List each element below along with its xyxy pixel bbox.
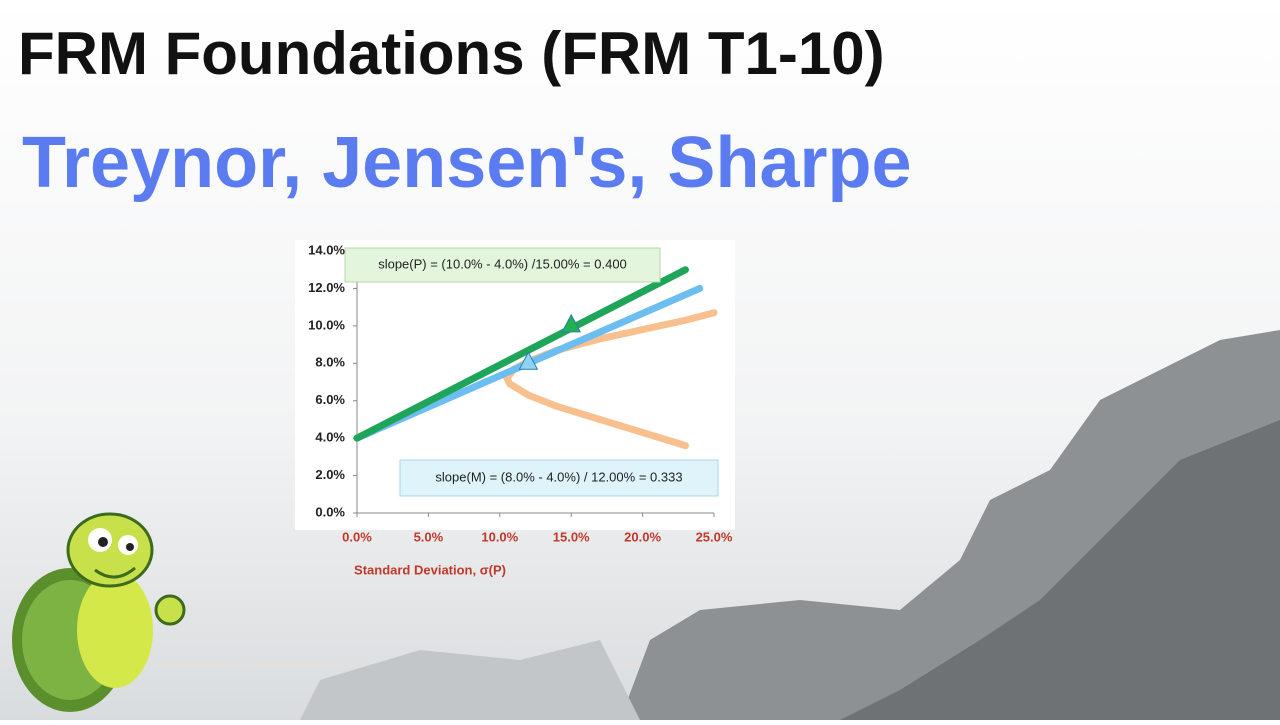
subtitle: Treynor, Jensen's, Sharpe [22,123,912,203]
x-tick-label: 15.0% [553,529,590,544]
annotation: slope(P) = (10.0% - 4.0%) /15.00% = 0.40… [378,256,627,271]
series-line [353,266,689,442]
y-tick-label: 14.0% [308,242,345,257]
y-tick-label: 6.0% [315,392,345,407]
annotation: slope(M) = (8.0% - 4.0%) / 12.00% = 0.33… [435,469,682,484]
marker [518,351,539,370]
rocks-dark [840,420,1280,720]
x-tick-label: 25.0% [696,529,733,544]
annotation-box [399,459,719,497]
waves [300,640,640,720]
title: FRM Foundations (FRM T1-10) [18,20,885,87]
marker [561,313,582,333]
annotation-box [344,247,661,283]
x-tick-label: 5.0% [414,529,444,544]
turtle-mascot [12,512,186,712]
y-tick-label: 10.0% [308,317,345,332]
x-axis-label: Standard Deviation, σ(P) [354,562,506,577]
y-tick-label: 0.0% [315,504,345,519]
x-tick-label: 10.0% [481,529,518,544]
y-tick-label: 4.0% [315,430,345,445]
x-tick-label: 20.0% [624,529,661,544]
y-tick-label: 2.0% [315,467,345,482]
plot: 0.0% 2.0% 4.0% 6.0% 8.0% 10.0% 12.0% 14.0% 0.0% 5… [308,242,733,577]
x-tick-label: 0.0% [342,529,372,544]
y-tick-label: 8.0% [315,355,345,370]
y-tick-label: 12.0% [308,280,345,295]
